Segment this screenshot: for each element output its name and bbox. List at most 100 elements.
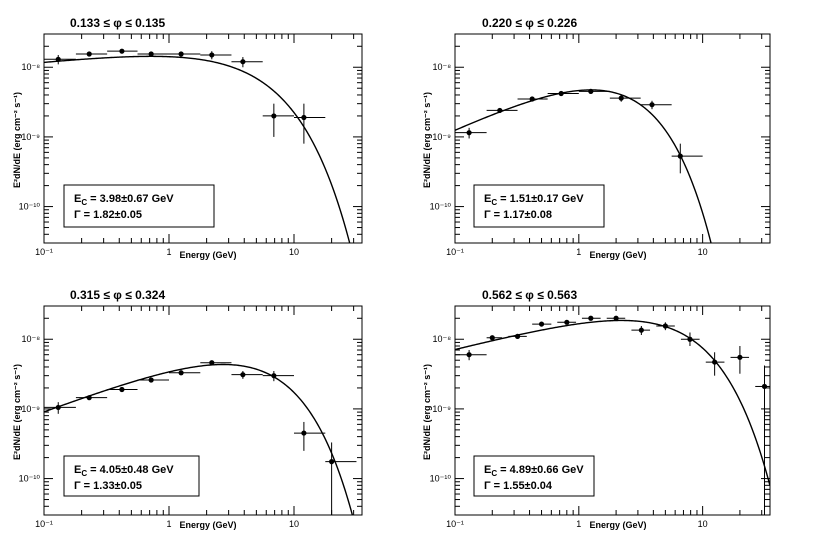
data-point xyxy=(44,402,76,414)
data-marker xyxy=(613,315,619,321)
y-axis-label: E²dN/dE (erg cm⁻² s⁻¹) xyxy=(422,92,432,188)
legend-photon-index: Γ = 1.33±0.05 xyxy=(74,480,142,492)
data-marker xyxy=(209,52,215,58)
plot-frame xyxy=(43,305,363,516)
x-tick-label: 1 xyxy=(166,519,171,529)
plot-frame xyxy=(43,33,363,244)
data-point xyxy=(325,442,357,515)
data-marker xyxy=(712,359,718,365)
data-marker xyxy=(687,336,693,342)
data-marker xyxy=(737,354,743,360)
panel-phase-0315: 0.315 ≤ φ ≤ 0.324 10⁻¹ 1 10 10⁻¹⁰ 10⁻⁹ 10⁻⁸ Ene… xyxy=(12,288,363,530)
data-point xyxy=(705,352,725,376)
data-marker xyxy=(497,107,503,114)
data-point xyxy=(578,88,610,94)
data-point xyxy=(107,386,138,393)
data-point xyxy=(656,322,675,331)
data-marker xyxy=(489,335,495,341)
x-tick-label: 10⁻¹ xyxy=(35,519,53,529)
data-marker xyxy=(178,370,184,376)
data-point xyxy=(486,107,518,114)
data-point xyxy=(755,365,770,515)
legend-cutoff-energy: EC = 4.05±0.48 GeV xyxy=(74,464,174,478)
y-tick-label: 10⁻⁸ xyxy=(21,334,40,344)
x-tick-label: 10 xyxy=(698,519,708,529)
legend-cutoff-energy: EC = 4.89±0.66 GeV xyxy=(484,464,584,478)
data-point xyxy=(486,335,503,341)
y-axis-label: E²dN/dE (erg cm⁻² s⁻¹) xyxy=(12,92,22,188)
data-point xyxy=(44,54,76,65)
data-marker xyxy=(514,333,521,339)
x-axis-label: Energy (GeV) xyxy=(589,520,646,530)
data-marker xyxy=(588,315,594,321)
data-point xyxy=(581,315,601,321)
data-point xyxy=(231,57,263,68)
data-point xyxy=(262,103,294,137)
data-marker xyxy=(761,383,768,390)
chart-title: 0.562 ≤ φ ≤ 0.563 xyxy=(482,288,577,302)
chart-title: 0.133 ≤ φ ≤ 0.135 xyxy=(70,16,165,30)
data-marker xyxy=(638,327,644,333)
x-tick-label: 10⁻¹ xyxy=(35,247,53,257)
x-axis-label: Energy (GeV) xyxy=(179,250,236,260)
data-marker xyxy=(240,59,246,65)
chart-title: 0.315 ≤ φ ≤ 0.324 xyxy=(70,288,165,302)
legend-box xyxy=(473,184,605,228)
data-marker xyxy=(649,102,655,108)
fit-curve xyxy=(455,319,770,486)
data-point xyxy=(455,350,487,361)
x-axis-label: Energy (GeV) xyxy=(179,520,236,530)
data-point xyxy=(609,94,641,102)
legend-cutoff-energy: EC = 1.51±0.17 GeV xyxy=(484,193,584,207)
data-marker xyxy=(240,372,246,378)
data-point xyxy=(231,371,263,379)
data-marker xyxy=(588,88,594,94)
x-tick-label: 10 xyxy=(698,247,708,257)
y-tick-label: 10⁻⁹ xyxy=(432,132,451,142)
y-tick-label: 10⁻⁹ xyxy=(21,132,40,142)
data-marker xyxy=(148,51,154,57)
y-tick-label: 10⁻¹⁰ xyxy=(430,474,452,484)
legend-box xyxy=(63,184,215,228)
data-marker xyxy=(148,377,154,383)
y-tick-label: 10⁻⁹ xyxy=(432,404,451,414)
data-point xyxy=(293,103,326,144)
data-marker xyxy=(178,51,184,57)
data-marker xyxy=(618,95,624,101)
data-point xyxy=(517,96,548,102)
data-point xyxy=(730,345,750,374)
fit-curve xyxy=(455,89,712,243)
x-tick-label: 1 xyxy=(166,247,171,257)
legend-box xyxy=(63,455,200,497)
y-tick-label: 10⁻⁸ xyxy=(432,334,451,344)
data-marker xyxy=(329,459,335,465)
data-marker xyxy=(558,90,564,97)
y-tick-label: 10⁻⁸ xyxy=(432,62,451,72)
data-marker xyxy=(86,51,92,57)
data-marker xyxy=(564,319,570,325)
data-marker xyxy=(271,373,277,379)
y-tick-label: 10⁻¹⁰ xyxy=(430,202,452,212)
x-tick-label: 10⁻¹ xyxy=(446,519,464,529)
data-point xyxy=(508,333,527,339)
x-tick-label: 1 xyxy=(576,519,581,529)
plot-frame xyxy=(454,33,771,244)
y-tick-label: 10⁻¹⁰ xyxy=(19,202,41,212)
legend-photon-index: Γ = 1.55±0.04 xyxy=(484,480,553,492)
data-point xyxy=(168,370,201,376)
y-tick-label: 10⁻¹⁰ xyxy=(19,474,41,484)
data-marker xyxy=(466,352,472,358)
data-marker xyxy=(271,113,277,119)
data-point xyxy=(75,395,108,401)
data-marker xyxy=(466,130,472,136)
panel-phase-0133: 0.133 ≤ φ ≤ 0.135 10⁻¹ 1 10 10⁻¹⁰ 10⁻⁹ 10⁻⁸ Ene… xyxy=(12,16,363,260)
x-tick-label: 10⁻¹ xyxy=(446,247,464,257)
data-marker xyxy=(538,321,545,327)
data-marker xyxy=(55,404,61,411)
y-tick-label: 10⁻⁸ xyxy=(21,62,40,72)
data-marker xyxy=(55,56,61,62)
legend-photon-index: Γ = 1.82±0.05 xyxy=(74,209,142,221)
data-marker xyxy=(529,96,535,102)
y-tick-label: 10⁻⁹ xyxy=(21,404,40,414)
y-axis-label: E²dN/dE (erg cm⁻² s⁻¹) xyxy=(12,364,22,460)
